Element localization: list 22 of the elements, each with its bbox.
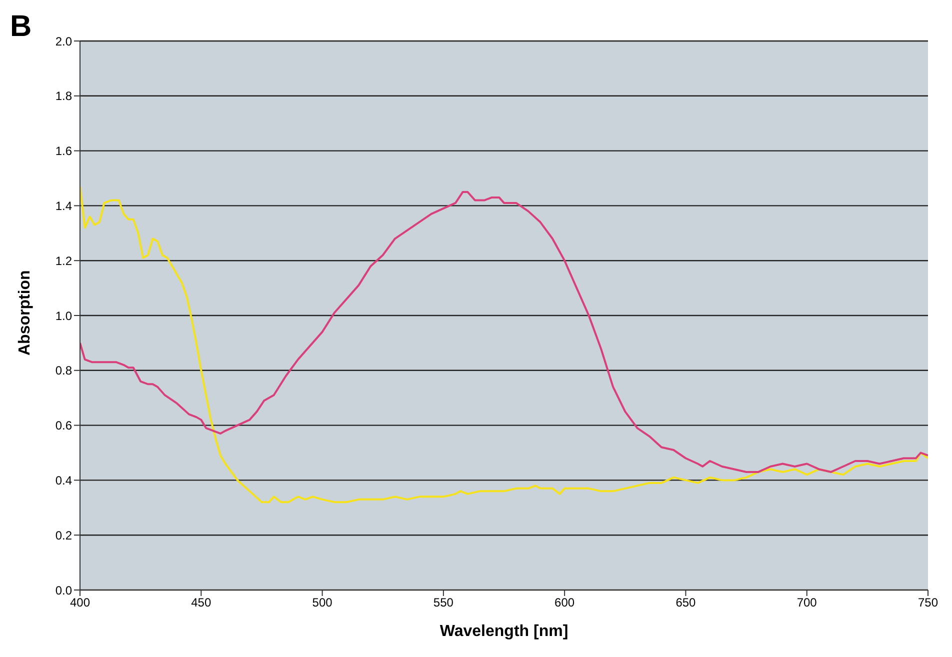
chart-title: B: [10, 10, 32, 44]
x-tick-label: 400: [70, 596, 90, 610]
x-tick-label: 600: [554, 596, 575, 610]
x-tick-label: 500: [312, 596, 333, 610]
y-tick-label: 1.6: [55, 144, 72, 158]
y-tick-label: 0.0: [55, 583, 72, 598]
y-tick-label: 0.2: [55, 528, 72, 542]
y-tick-label: 1.0: [55, 308, 72, 323]
x-tick-label: 450: [191, 596, 212, 610]
x-tick-label: 700: [796, 596, 818, 610]
x-tick-label: 750: [918, 596, 938, 610]
y-axis-title: Absorption: [16, 270, 34, 356]
x-axis-title: Wavelength [nm]: [440, 623, 568, 640]
y-tick-label: 0.4: [55, 473, 72, 488]
y-tick-label: 1.8: [55, 89, 72, 104]
y-tick-label: 1.2: [55, 254, 72, 268]
y-tick-label: 0.8: [55, 364, 72, 378]
y-tick-label: 0.6: [55, 418, 72, 433]
x-tick-label: 650: [676, 596, 696, 610]
x-tick-label: 550: [433, 596, 454, 610]
y-tick-label: 1.4: [55, 198, 72, 213]
y-tick-label: 2.0: [55, 34, 72, 48]
